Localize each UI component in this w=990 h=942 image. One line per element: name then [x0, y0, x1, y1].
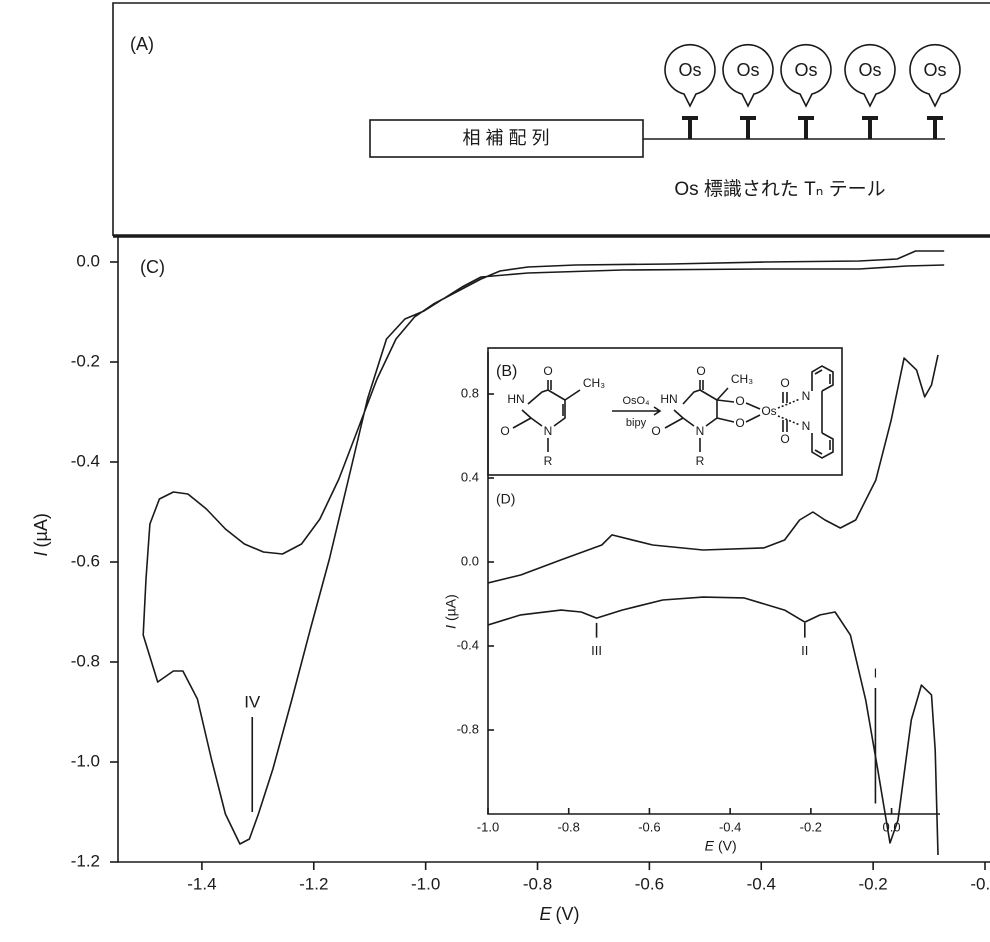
x-tick-label: -0.6	[638, 819, 660, 834]
figure: (A) 相 補 配 列 Os 標識された Tₙ テール Os Os Os Os Os -…	[0, 0, 990, 937]
thymine-mark	[740, 118, 756, 139]
thymine-mark	[862, 118, 878, 139]
marker-label: Os	[923, 60, 946, 80]
atom-label: R	[544, 454, 553, 468]
atom-label: HN	[660, 392, 677, 406]
y-axis-unit: (µA)	[443, 594, 459, 621]
marker-label: Os	[736, 60, 759, 80]
thymine-mark	[927, 118, 943, 139]
x-tick-label: -0.2	[858, 874, 887, 893]
thymine-mark	[798, 118, 814, 139]
y-tick-label: 0.8	[461, 385, 479, 400]
marker-label: Os	[678, 60, 701, 80]
x-tick-label: -0.0	[970, 874, 990, 893]
sequence-label: 相 補 配 列	[462, 128, 549, 148]
atom-label: Os	[761, 404, 776, 418]
atom-label: CH₃	[583, 376, 605, 390]
atom-label: O	[696, 364, 705, 378]
atom-label: CH₃	[731, 372, 753, 386]
atom-label: N	[696, 424, 705, 438]
x-tick-label: -0.6	[635, 874, 664, 893]
annotation-label: IV	[244, 692, 261, 711]
x-axis-symbol: E	[705, 838, 715, 854]
reagent: OsO₄	[622, 395, 650, 407]
y-axis-unit: (µA)	[31, 513, 51, 547]
atom-label: O	[735, 416, 744, 430]
y-tick-label: -0.4	[71, 451, 100, 470]
panel-label: (C)	[140, 257, 165, 277]
x-tick-label: -1.4	[187, 874, 216, 893]
atom-label: N	[802, 389, 811, 403]
y-axis-label: I (µA)	[31, 513, 51, 556]
panel-a: (A) 相 補 配 列 Os 標識された Tₙ テール Os Os Os Os Os	[113, 3, 990, 236]
y-axis-symbol: I	[443, 625, 459, 629]
page: (A) 相 補 配 列 Os 標識された Tₙ テール Os Os Os Os Os -…	[0, 0, 990, 937]
panel-label: (A)	[130, 34, 154, 54]
y-axis-label: I (µA)	[443, 594, 459, 629]
panel-label: (D)	[496, 491, 515, 507]
atom-label: N	[802, 419, 811, 433]
atom-label: O	[780, 432, 789, 446]
x-tick-label: -1.0	[477, 819, 499, 834]
x-tick-label: -0.8	[558, 819, 580, 834]
x-axis-unit: (V)	[556, 904, 580, 924]
atom-label: R	[696, 454, 705, 468]
atom-label: O	[780, 376, 789, 390]
marker-label: Os	[794, 60, 817, 80]
y-tick-label: 0.0	[76, 251, 100, 270]
x-tick-label: -0.4	[719, 819, 741, 834]
x-tick-label: -1.2	[299, 874, 328, 893]
y-tick-label: 0.0	[461, 553, 479, 568]
y-axis-symbol: I	[31, 552, 51, 557]
x-tick-label: -1.0	[411, 874, 440, 893]
annotation-label: II	[801, 643, 808, 658]
x-tick-label: -0.2	[800, 819, 822, 834]
atom-label: N	[544, 424, 553, 438]
y-tick-label: -0.6	[71, 551, 100, 570]
x-tick-label: -0.4	[747, 874, 776, 893]
y-tick-label: -0.8	[71, 651, 100, 670]
x-axis-unit: (V)	[718, 838, 737, 854]
atom-label: O	[500, 424, 509, 438]
y-tick-label: -0.4	[457, 637, 479, 652]
thymine-mark	[682, 118, 698, 139]
y-tick-label: -1.2	[71, 851, 100, 870]
x-axis-symbol: E	[539, 904, 552, 924]
x-tick-label: -0.8	[523, 874, 552, 893]
ligand: bipy	[626, 417, 647, 429]
annotation-label: III	[591, 643, 602, 658]
panel-label: (B)	[496, 363, 517, 380]
marker-label: Os	[858, 60, 881, 80]
y-tick-label: -0.8	[457, 721, 479, 736]
atom-label: O	[735, 394, 744, 408]
tail-caption: Os 標識された Tₙ テール	[674, 178, 885, 200]
atom-label: HN	[507, 392, 524, 406]
y-tick-label: 0.4	[461, 469, 479, 484]
annotation-label: I	[874, 665, 878, 680]
atom-label: O	[651, 424, 660, 438]
y-tick-label: -0.2	[71, 351, 100, 370]
y-tick-label: -1.0	[71, 751, 100, 770]
atom-label: O	[543, 364, 552, 378]
